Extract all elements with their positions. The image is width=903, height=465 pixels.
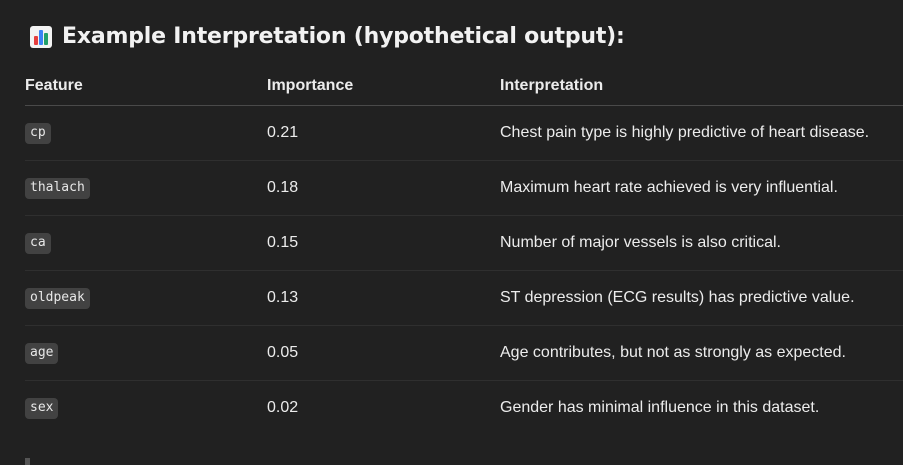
interpretation-cell: Maximum heart rate achieved is very infl… (500, 160, 903, 216)
importance-cell: 0.05 (267, 325, 500, 381)
feature-cell: ca (25, 215, 267, 271)
feature-code: age (25, 342, 59, 364)
feature-code: oldpeak (25, 287, 90, 309)
interpretation-cell: Number of major vessels is also critical… (500, 215, 903, 271)
table-row: thalach 0.18 Maximum heart rate achieved… (25, 160, 903, 216)
importance-cell: 0.21 (267, 105, 500, 161)
importance-cell: 0.18 (267, 160, 500, 216)
table-row: ca 0.15 Number of major vessels is also … (25, 215, 903, 271)
importance-cell: 0.15 (267, 215, 500, 271)
feature-code: cp (25, 122, 51, 144)
table-row: cp 0.21 Chest pain type is highly predic… (25, 105, 903, 161)
interpretation-cell: Gender has minimal influence in this dat… (500, 399, 820, 416)
header-importance: Importance (267, 66, 500, 106)
table-header-row: Feature Importance Interpretation (25, 66, 903, 106)
feature-code: sex (25, 397, 59, 419)
heading-text: Example Interpretation (hypothetical out… (62, 24, 625, 49)
bar-chart-icon (30, 25, 52, 48)
table-row: age 0.05 Age contributes, but not as str… (25, 325, 903, 381)
feature-code: thalach (25, 177, 90, 199)
importance-cell: 0.02 (267, 399, 299, 416)
feature-cell: age (25, 325, 267, 381)
interpretation-cell: Age contributes, but not as strongly as … (500, 325, 903, 381)
header-interpretation: Interpretation (500, 66, 903, 106)
table-row: sex 0.02 Gender has minimal influence in… (25, 381, 903, 436)
importance-cell: 0.13 (267, 270, 500, 326)
cut-off-content-fragment (25, 458, 30, 465)
feature-cell: sex (25, 381, 267, 436)
section-heading: Example Interpretation (hypothetical out… (30, 24, 625, 49)
header-feature: Feature (25, 66, 267, 106)
feature-cell: cp (25, 105, 267, 161)
interpretation-cell: ST depression (ECG results) has predicti… (500, 270, 903, 326)
feature-cell: oldpeak (25, 270, 267, 326)
feature-cell: thalach (25, 160, 267, 216)
table-row: oldpeak 0.13 ST depression (ECG results)… (25, 270, 903, 326)
feature-importance-table: Feature Importance Interpretation cp 0.2… (25, 66, 903, 435)
interpretation-cell: Chest pain type is highly predictive of … (500, 105, 903, 161)
feature-code: ca (25, 232, 51, 254)
